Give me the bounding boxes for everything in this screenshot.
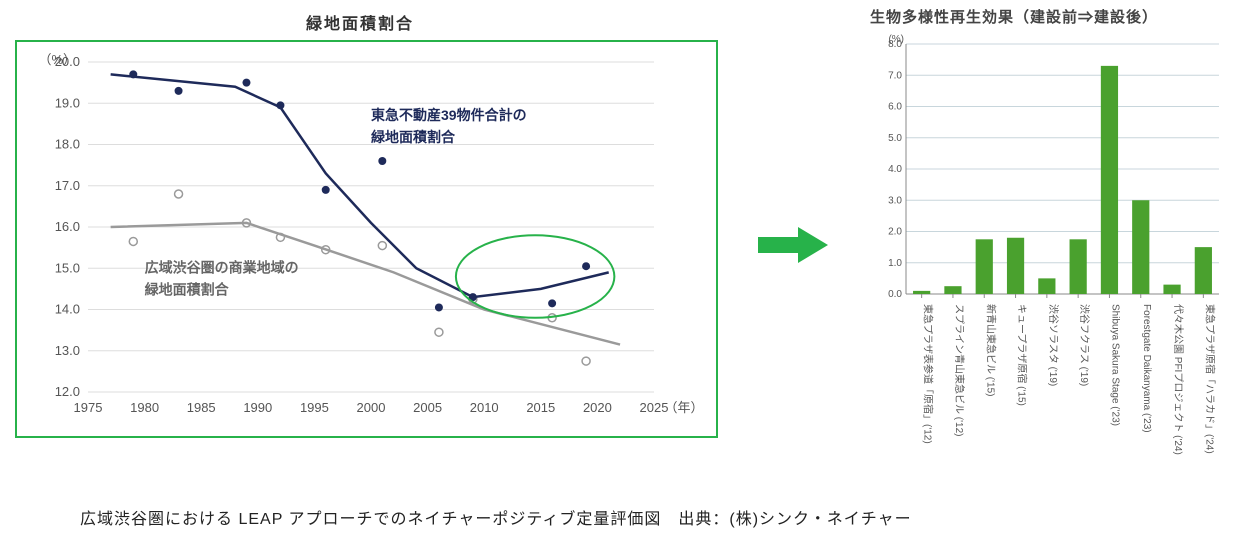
svg-text:13.0: 13.0 <box>55 343 80 358</box>
svg-text:2015: 2015 <box>526 400 555 415</box>
right-chart-title: 生物多様性再生効果（建設前⇒建設後） <box>870 6 1158 27</box>
svg-text:1995: 1995 <box>300 400 329 415</box>
svg-text:(%): (%) <box>888 34 904 45</box>
svg-text:1980: 1980 <box>130 400 159 415</box>
svg-text:17.0: 17.0 <box>55 178 80 193</box>
svg-text:（年）: （年） <box>664 400 703 415</box>
svg-text:12.0: 12.0 <box>55 384 80 399</box>
bar-category-label: Shibuya Sakura Stage ('23) <box>1109 304 1120 426</box>
bar-category-label: 東急プラザ表参道「原宿」('12) <box>922 304 935 444</box>
svg-text:緑地面積割合: 緑地面積割合 <box>371 129 456 145</box>
svg-text:東急不動産39物件合計の: 東急不動産39物件合計の <box>371 107 527 123</box>
bar-category-label: 渋谷フクラス ('19) <box>1078 304 1091 386</box>
svg-text:2.0: 2.0 <box>888 227 902 238</box>
bar-category-label: 代々木公園 PFIプロジェクト ('24) <box>1172 304 1184 455</box>
svg-text:1.0: 1.0 <box>888 258 902 269</box>
svg-text:緑地面積割合: 緑地面積割合 <box>145 281 230 297</box>
svg-text:15.0: 15.0 <box>55 260 80 275</box>
svg-text:5.0: 5.0 <box>888 133 902 144</box>
left-chart: 12.013.014.015.016.017.018.019.020.01975… <box>30 50 708 428</box>
svg-text:7.0: 7.0 <box>888 70 902 81</box>
svg-text:6.0: 6.0 <box>888 102 902 113</box>
svg-text:1975: 1975 <box>74 400 103 415</box>
svg-text:18.0: 18.0 <box>55 137 80 152</box>
svg-text:2020: 2020 <box>583 400 612 415</box>
svg-text:0.0: 0.0 <box>888 289 902 300</box>
bar-category-label: Forestgate Daikanyama ('23) <box>1141 304 1152 433</box>
bar-category-label: 渋谷ソラスタ ('19) <box>1047 304 1060 386</box>
right-chart: 0.01.02.03.04.05.06.07.08.0(%)東急プラザ表参道「原… <box>870 32 1225 490</box>
svg-text:（%）: （%） <box>38 52 76 67</box>
bar-category-label: キュープラザ原宿 ('15) <box>1016 304 1029 406</box>
left-chart-title: 緑地面積割合 <box>260 10 460 34</box>
bar-category-label: 新青山東急ビル ('15) <box>984 304 997 396</box>
svg-text:1990: 1990 <box>243 400 272 415</box>
arrow-icon <box>758 225 828 265</box>
svg-text:2000: 2000 <box>357 400 386 415</box>
svg-text:14.0: 14.0 <box>55 302 80 317</box>
svg-text:広域渋谷圏の商業地域の: 広域渋谷圏の商業地域の <box>145 259 299 275</box>
svg-text:4.0: 4.0 <box>888 164 902 175</box>
svg-text:2005: 2005 <box>413 400 442 415</box>
bar-category-label: スプライン青山東急ビル ('12) <box>953 304 966 436</box>
svg-text:19.0: 19.0 <box>55 95 80 110</box>
svg-text:16.0: 16.0 <box>55 219 80 234</box>
bar-category-label: 東急プラザ原宿「ハラカド」('24) <box>1203 304 1216 454</box>
svg-text:2010: 2010 <box>470 400 499 415</box>
svg-text:3.0: 3.0 <box>888 195 902 206</box>
svg-text:1985: 1985 <box>187 400 216 415</box>
figure-caption: 広域渋谷圏における LEAP アプローチでのネイチャーポジティブ定量評価図 出典… <box>80 505 1180 529</box>
